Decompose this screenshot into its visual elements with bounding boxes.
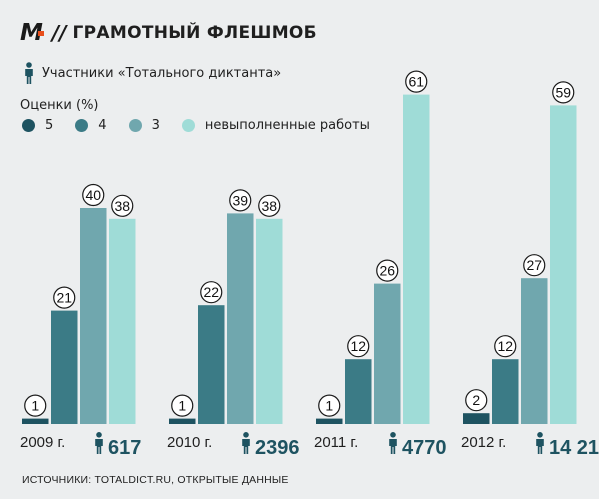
data-label-badge-2-0	[318, 394, 341, 417]
source-note: ИСТОЧНИКИ: TOTALDICT.RU, ОТКРЫТЫЕ ДАННЫЕ	[22, 474, 289, 486]
legend-label-grade4: 4	[98, 118, 107, 133]
bar-0-1	[51, 310, 78, 424]
data-label-badge-1-2	[229, 189, 252, 212]
person-icon	[25, 62, 33, 84]
data-label-badge-3-1	[494, 335, 517, 358]
bar-0-2	[80, 208, 107, 424]
data-label-badge-2-3	[405, 70, 428, 93]
legend-item-grade5: 5	[22, 118, 53, 133]
bar-1-3	[256, 218, 283, 424]
bar-0-0	[22, 418, 49, 424]
bar-2-0	[316, 418, 343, 424]
data-label-badge-2-2	[376, 259, 399, 282]
data-label-badge-2-1	[347, 335, 370, 358]
person-icon-head	[243, 432, 249, 438]
person-icon-body	[95, 439, 103, 454]
data-label-badge-0-3	[111, 194, 134, 217]
year-label-1: 2010 г.	[167, 434, 212, 451]
year-label-2: 2011 г.	[314, 434, 358, 451]
legend-label-unfinished: невыполненные работы	[204, 118, 370, 133]
bar-0-3	[109, 218, 136, 424]
bar-3-1	[492, 359, 519, 424]
bar-group-1: 1 22 39 38 2010 г. 2396	[167, 189, 300, 459]
participants-count-1: 2396	[255, 437, 300, 459]
brand-header: М // ГРАМОТНЫЙ ФЛЕШМОБ	[20, 20, 317, 46]
person-icon-head	[390, 432, 396, 438]
data-label-badge-3-3	[552, 81, 575, 104]
bar-3-0	[463, 413, 490, 424]
legend-title: Оценки (%)	[20, 98, 99, 113]
data-label-1-1: 22	[203, 284, 219, 300]
person-icon	[242, 432, 250, 454]
participants-legend: Участники «Тотального диктанта»	[24, 62, 281, 84]
bar-1-0	[169, 418, 196, 424]
bar-group-0: 1 21 40 38 2009 г. 617	[20, 183, 141, 459]
data-label-0-3: 38	[114, 198, 130, 214]
data-label-0-2: 40	[85, 187, 101, 203]
page-title: ГРАМОТНЫЙ ФЛЕШМОБ	[72, 23, 317, 43]
publisher-logo: М	[20, 20, 43, 46]
participants-label: Участники «Тотального диктанта»	[42, 65, 282, 81]
participants-count-3: 14 217	[549, 437, 599, 459]
data-label-2-3: 61	[408, 74, 424, 90]
data-label-0-1: 21	[56, 290, 72, 306]
data-label-badge-1-1	[200, 281, 223, 304]
data-label-1-3: 38	[261, 198, 277, 214]
legend-label-grade3: 3	[151, 118, 160, 133]
data-label-badge-0-2	[82, 183, 105, 207]
bar-2-1	[345, 359, 372, 424]
data-label-3-0: 2	[472, 392, 480, 408]
bar-1-1	[198, 305, 225, 424]
bar-group-2: 1 12 26 61 2011 г. 4770	[314, 70, 447, 459]
data-label-2-0: 1	[325, 398, 333, 414]
data-label-2-1: 12	[350, 338, 366, 354]
data-label-3-1: 12	[497, 338, 513, 354]
bar-group-3: 2 12 27 59 2012 г. 14 217	[461, 81, 599, 459]
data-label-badge-1-3	[258, 194, 281, 217]
bar-2-3	[403, 94, 430, 424]
legend-item-grade3: 3	[128, 118, 160, 133]
data-label-1-0: 1	[178, 398, 186, 414]
data-label-badge-1-0	[171, 394, 194, 417]
data-label-0-0: 1	[31, 398, 39, 414]
participants-count-2: 4770	[402, 437, 447, 459]
legend-swatch-grade5	[22, 119, 35, 132]
year-label-0: 2009 г.	[20, 434, 65, 451]
legend-label-grade5: 5	[45, 118, 54, 133]
legend-swatch-grade3	[128, 119, 142, 132]
person-icon	[389, 432, 397, 454]
legend: 5 4 3 невыполненные работы	[22, 118, 392, 133]
data-label-badge-0-1	[53, 286, 76, 309]
data-label-badge-0-0	[24, 394, 47, 417]
legend-swatch-grade4	[75, 119, 89, 132]
data-label-1-2: 39	[232, 192, 248, 208]
bar-1-2	[227, 213, 254, 424]
data-label-3-2: 27	[526, 257, 542, 273]
person-icon	[536, 432, 544, 454]
person-icon-body	[536, 439, 544, 454]
person-icon-head	[96, 432, 102, 438]
logo-accent	[37, 30, 44, 36]
bar-3-2	[521, 278, 548, 424]
legend-item-grade4: 4	[75, 118, 107, 133]
person-icon	[95, 432, 103, 454]
year-label-3: 2012 г.	[461, 434, 506, 451]
data-label-badge-3-0	[465, 389, 488, 412]
data-label-badge-3-2	[523, 254, 546, 277]
data-label-3-3: 59	[555, 84, 571, 100]
person-icon-body	[389, 439, 397, 454]
participants-count-0: 617	[108, 437, 141, 459]
data-label-2-2: 26	[379, 263, 395, 279]
bar-3-3	[550, 105, 577, 425]
legend-item-unfinished: невыполненные работы	[181, 118, 370, 133]
legend-swatch-unfinished	[181, 119, 195, 132]
brand-separator: //	[51, 21, 67, 45]
person-icon-body	[242, 439, 250, 454]
person-icon-head	[537, 432, 543, 438]
bar-2-2	[374, 283, 401, 424]
